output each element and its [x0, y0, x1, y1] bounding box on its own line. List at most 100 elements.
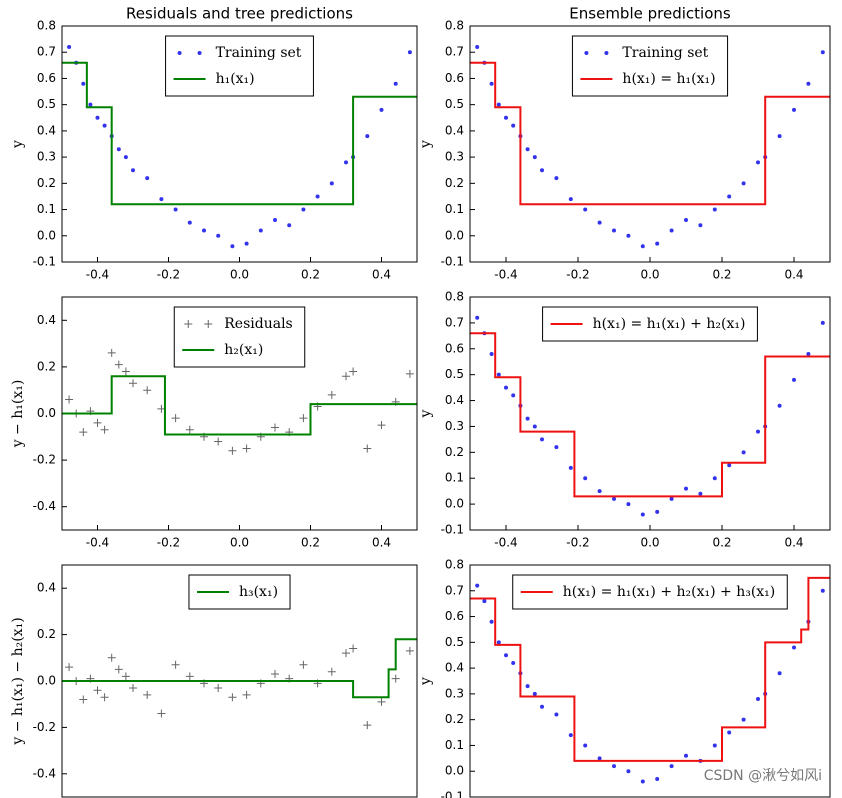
point [712, 476, 717, 481]
point [583, 743, 588, 748]
y-tick-label: 0.1 [445, 202, 464, 216]
y-tick-label: 0.4 [445, 661, 464, 675]
point [554, 445, 559, 450]
x-tick-label: -0.4 [86, 536, 109, 550]
y-tick-label: -0.1 [441, 255, 464, 269]
y-tick-label: 0.2 [37, 359, 56, 373]
plot-area [62, 348, 417, 455]
y-tick-label: -0.2 [33, 453, 56, 467]
x-tick-label: 0.0 [640, 536, 659, 550]
point [349, 644, 358, 653]
point [504, 653, 508, 658]
point [100, 425, 109, 434]
point [741, 717, 746, 722]
point [65, 663, 74, 672]
point [143, 386, 152, 395]
x-tick-label: -0.4 [86, 268, 109, 282]
point [640, 244, 645, 249]
x-tick-label: 0.2 [301, 536, 320, 550]
x-tick-label: 0.4 [784, 268, 803, 282]
point [100, 693, 109, 702]
point [242, 444, 251, 453]
x-tick-label: -0.2 [566, 536, 589, 550]
watermark: CSDN @湫兮如风i [704, 768, 822, 784]
step-line [62, 638, 417, 699]
point [271, 423, 279, 432]
legend-label: h(x₁) = h₁(x₁) + h₂(x₁) + h₃(x₁) [563, 584, 776, 600]
x-tick-label: -0.2 [157, 268, 180, 282]
step-line [470, 61, 830, 206]
y-tick-label: 0.1 [445, 738, 464, 752]
point [712, 743, 717, 748]
point [540, 704, 544, 709]
x-tick-label: 0.0 [230, 268, 249, 282]
point [244, 241, 249, 246]
point [349, 367, 358, 376]
legend: Residuals h₂(x₁) [173, 306, 306, 368]
point [640, 779, 645, 784]
y-tick-label: 0.8 [445, 290, 464, 304]
point [327, 667, 336, 676]
point [107, 348, 116, 357]
point [173, 207, 178, 212]
plot-area [62, 638, 417, 730]
y-tick-label: 0.8 [445, 558, 464, 572]
legend-swatch [197, 51, 202, 55]
point [391, 674, 400, 683]
y-tick-label: 0.8 [37, 19, 56, 33]
legend-box [512, 574, 788, 610]
legend-label: Training set [622, 45, 708, 61]
legend-box [571, 35, 729, 97]
point [698, 491, 703, 496]
point [363, 721, 372, 730]
point [756, 697, 760, 702]
point [792, 645, 796, 650]
x-tick-label: 0.2 [712, 268, 731, 282]
point [496, 372, 501, 377]
step-line [62, 375, 417, 436]
y-axis-label: y − h₁(x₁) − h₂(x₁) [10, 617, 26, 745]
y-axis-label: y [418, 409, 434, 418]
point [121, 367, 130, 376]
point [287, 223, 292, 228]
point [792, 377, 796, 382]
point [65, 395, 74, 404]
y-tick-label: 0.4 [37, 123, 56, 137]
point [698, 223, 703, 228]
step-line [470, 332, 830, 498]
legend-box [165, 35, 314, 97]
x-tick-label: -0.4 [494, 536, 517, 550]
x-tick-label: 0.2 [301, 268, 320, 282]
x-tick-label: -0.4 [494, 268, 517, 282]
legend: Training set h(x₁) = h₁(x₁) [571, 35, 729, 97]
point [79, 428, 88, 437]
point [597, 220, 602, 225]
y-tick-label: 0.4 [445, 123, 464, 137]
y-tick-label: 0.5 [445, 635, 464, 649]
plot-area [470, 576, 830, 784]
point [81, 81, 86, 86]
point [405, 369, 414, 378]
point [727, 730, 732, 735]
point [171, 414, 180, 423]
point [525, 147, 530, 152]
plot-area [470, 315, 830, 517]
point [187, 220, 192, 225]
y-tick-label: 0.5 [445, 97, 464, 111]
legend-swatch [604, 51, 609, 55]
point [315, 194, 320, 199]
point [121, 672, 130, 681]
point [475, 315, 480, 320]
point [612, 496, 616, 501]
point [107, 653, 116, 662]
point [145, 176, 150, 181]
point [475, 44, 480, 49]
point [532, 155, 537, 160]
point [655, 241, 660, 246]
y-tick-label: 0.7 [445, 583, 464, 597]
point [202, 228, 206, 233]
legend-label: h₂(x₁) [224, 342, 263, 358]
legend: h₃(x₁) [188, 574, 291, 610]
point [777, 403, 782, 408]
